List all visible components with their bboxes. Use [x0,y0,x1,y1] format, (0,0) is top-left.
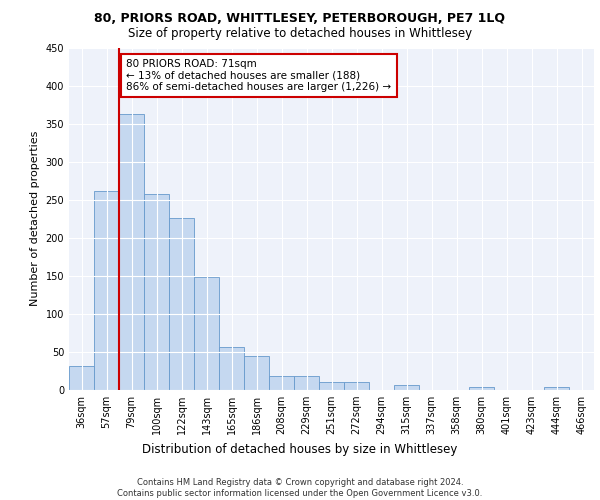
Bar [69,366,94,390]
Bar [169,218,194,390]
Bar [94,192,119,390]
Bar [244,356,269,390]
Text: 80 PRIORS ROAD: 71sqm
← 13% of detached houses are smaller (188)
86% of semi-det: 80 PRIORS ROAD: 71sqm ← 13% of detached … [127,59,392,92]
Bar [294,376,319,390]
Bar [394,386,419,390]
Bar [144,194,169,390]
Text: Distribution of detached houses by size in Whittlesey: Distribution of detached houses by size … [142,442,458,456]
Bar [344,382,369,390]
Bar [219,346,244,390]
Text: 80, PRIORS ROAD, WHITTLESEY, PETERBOROUGH, PE7 1LQ: 80, PRIORS ROAD, WHITTLESEY, PETERBOROUG… [95,12,505,24]
Text: Contains HM Land Registry data © Crown copyright and database right 2024.
Contai: Contains HM Land Registry data © Crown c… [118,478,482,498]
Bar [544,387,569,390]
Bar [194,278,219,390]
Bar [269,376,294,390]
Bar [119,114,144,390]
Y-axis label: Number of detached properties: Number of detached properties [30,131,40,306]
Bar [319,382,344,390]
Bar [469,387,494,390]
Text: Size of property relative to detached houses in Whittlesey: Size of property relative to detached ho… [128,28,472,40]
